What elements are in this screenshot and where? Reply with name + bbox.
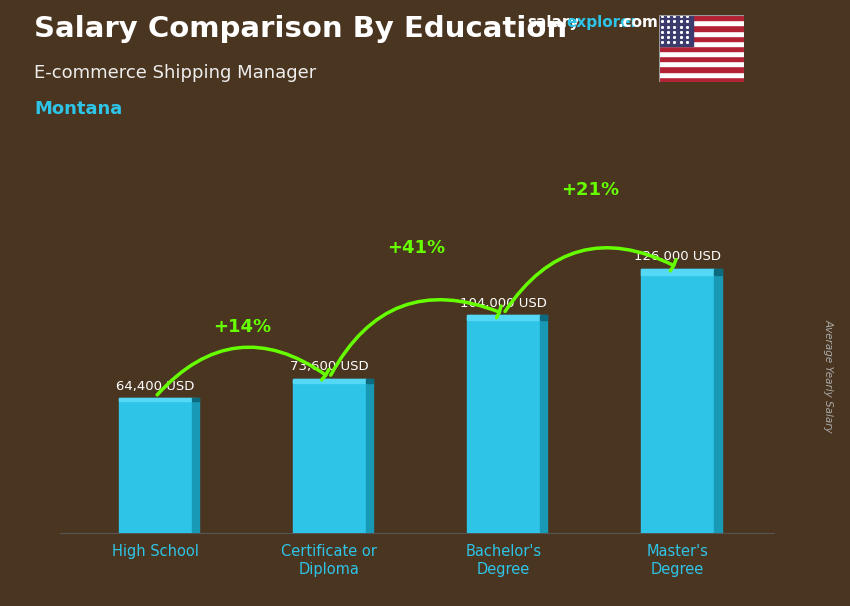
Bar	[293, 379, 366, 382]
Text: Average Yearly Salary: Average Yearly Salary	[824, 319, 834, 433]
Bar	[659, 51, 744, 56]
Text: 126,000 USD: 126,000 USD	[634, 250, 721, 264]
Text: +21%: +21%	[562, 181, 620, 199]
Bar	[659, 67, 744, 72]
Bar	[659, 56, 744, 61]
Text: +41%: +41%	[388, 239, 445, 256]
Bar	[659, 46, 744, 51]
Text: 64,400 USD: 64,400 USD	[116, 380, 195, 393]
Bar	[659, 72, 744, 77]
Bar	[467, 315, 540, 320]
Bar	[659, 41, 744, 46]
Bar	[540, 315, 547, 320]
Text: Montana: Montana	[34, 100, 122, 118]
Text: 73,600 USD: 73,600 USD	[290, 361, 369, 373]
Bar	[659, 61, 744, 67]
Bar	[659, 36, 744, 41]
Bar	[192, 398, 199, 533]
Bar	[366, 379, 373, 382]
Bar	[659, 25, 744, 30]
Bar	[641, 268, 714, 533]
Bar	[659, 30, 744, 36]
Text: salary: salary	[527, 15, 580, 30]
Bar	[659, 15, 744, 20]
Bar	[119, 398, 192, 533]
Text: Salary Comparison By Education: Salary Comparison By Education	[34, 15, 567, 43]
Text: .com: .com	[617, 15, 658, 30]
Bar	[192, 398, 199, 401]
Bar	[366, 379, 373, 533]
Bar	[293, 379, 366, 533]
Bar	[714, 268, 722, 533]
Bar	[659, 20, 744, 25]
Bar	[467, 315, 540, 533]
Bar	[659, 15, 693, 46]
Bar	[540, 315, 547, 533]
Bar	[119, 398, 192, 401]
Text: +14%: +14%	[213, 318, 271, 336]
Bar	[641, 268, 714, 275]
Bar	[659, 77, 744, 82]
Bar	[714, 268, 722, 275]
Text: 104,000 USD: 104,000 USD	[460, 296, 547, 310]
Text: E-commerce Shipping Manager: E-commerce Shipping Manager	[34, 64, 316, 82]
Text: explorer: explorer	[566, 15, 638, 30]
